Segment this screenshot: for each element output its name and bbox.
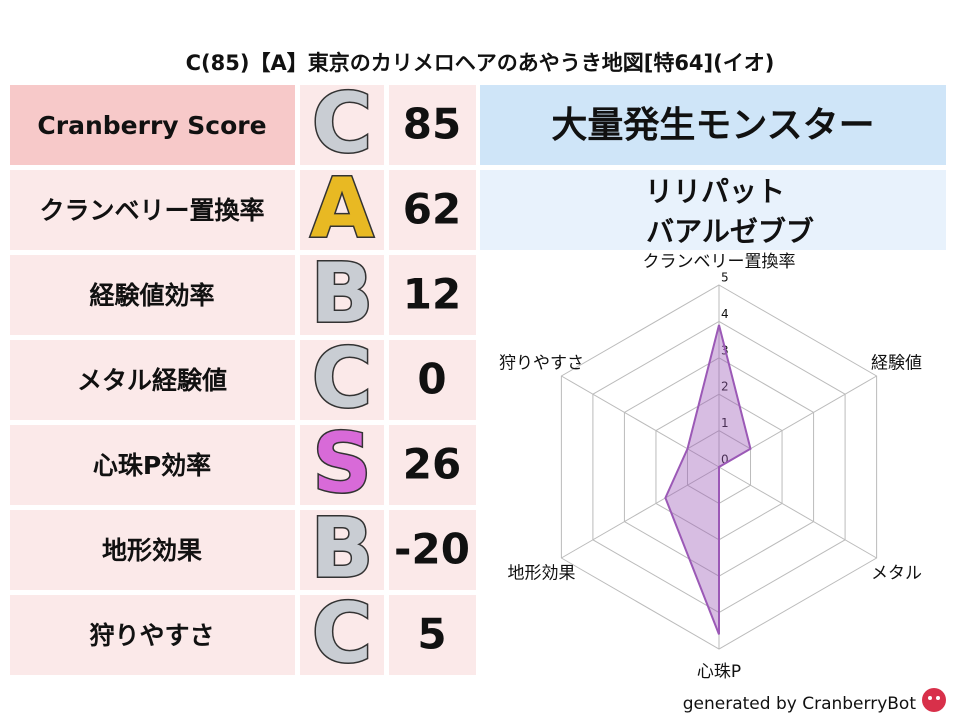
r-tick-label: 2 [721,380,729,394]
grade-cell [300,425,384,505]
bot-icon [922,688,946,712]
row-label: 心珠P効率 [93,451,211,480]
score-cell [389,595,476,675]
score: 12 [403,270,461,319]
row-label: 経験値効率 [89,281,214,310]
score: -20 [394,525,470,574]
r-tick-label: 5 [721,271,729,285]
grade: C [312,76,372,171]
label-cell [10,425,295,505]
spoke [561,466,720,559]
axis-label: 地形効果 [507,564,575,584]
axis-label: 狩りやすさ [499,354,584,374]
score-cell [389,170,476,250]
axis-label: 経験値 [871,354,922,374]
label-cell [10,340,295,420]
monster-name: リリパット [645,175,785,208]
r-tick-label: 0 [721,453,729,467]
label-cell [10,595,295,675]
row-label: 狩りやすさ [89,621,214,650]
footer: generated by CranberryBot [683,694,917,714]
score-cell [389,340,476,420]
row-label: メタル経験値 [77,366,227,395]
page-title: C(85)【A】東京のカリメロヘアのあやうき地図[特64](イオ) [186,51,775,75]
monster-heading-bg [480,85,946,165]
r-tick-label: 4 [721,307,729,321]
score: 5 [417,610,446,659]
grade-cell [300,340,384,420]
monster-names-bg [480,170,946,250]
monster-heading: 大量発生モンスター [551,105,874,146]
label-cell [10,85,295,165]
label-cell [10,170,295,250]
score: 26 [403,440,461,489]
radar-area [664,324,752,635]
score-cell [389,255,476,335]
score: 62 [403,185,461,234]
grade: C [312,331,372,426]
grade: A [310,161,374,256]
grade-cell [300,85,384,165]
grade-cell [300,595,384,675]
label-cell [10,510,295,590]
grade: B [311,246,374,341]
score-cell [389,510,476,590]
score-cell [389,85,476,165]
grade: S [312,416,371,511]
grade: C [312,586,372,681]
r-tick-label: 1 [721,416,729,430]
score-cell [389,425,476,505]
score: 85 [403,100,461,149]
spoke [561,375,720,468]
axis-label: 心珠P [697,662,741,682]
label-cell [10,255,295,335]
grade-cell [300,170,384,250]
score: 0 [417,355,446,404]
grade-cell [300,255,384,335]
grade-cell [300,510,384,590]
row-label: Cranberry Score [37,111,266,140]
axis-label: クランベリー置換率 [643,252,796,272]
spoke [718,466,877,559]
row-label: クランベリー置換率 [39,196,264,225]
row-label: 地形効果 [102,536,202,565]
grade: B [311,501,374,596]
axis-label: メタル [871,564,922,584]
monster-name: バアルゼブブ [646,215,814,248]
